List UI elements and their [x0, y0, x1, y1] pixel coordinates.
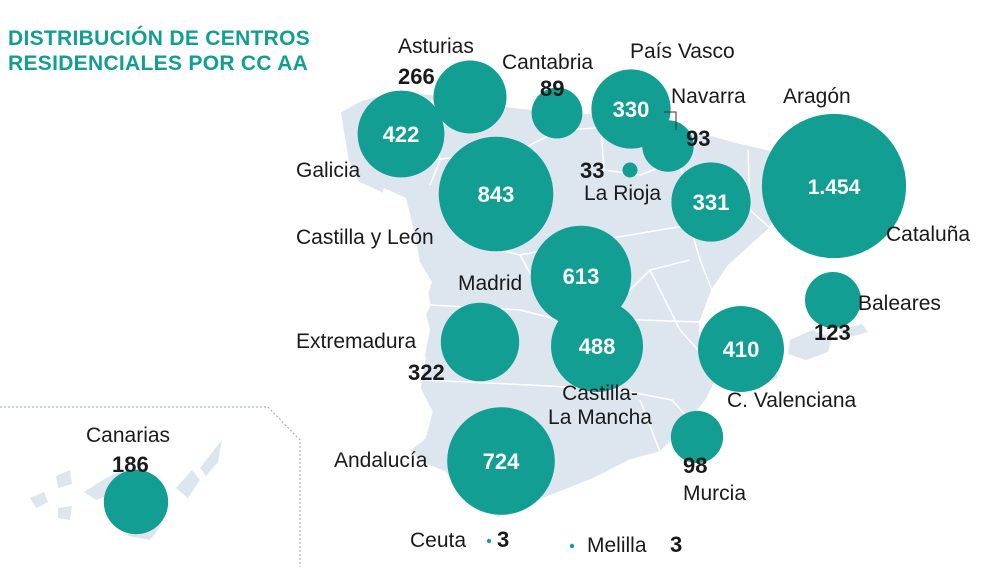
- name-label-castilla-la-mancha: Castilla-La Mancha: [548, 382, 652, 429]
- name-label-madrid: Madrid: [458, 272, 522, 295]
- bubble-valenciana: [698, 306, 784, 392]
- value-label-murcia: 98: [683, 453, 707, 478]
- bubble-melilla: [569, 543, 575, 549]
- bubble-canarias: [103, 469, 169, 535]
- name-label-extremadura: Extremadura: [296, 330, 417, 353]
- title-line-2: RESIDENCIALES POR CC AA: [8, 52, 309, 75]
- bubble-murcia: [670, 410, 724, 464]
- name-label-castilla-leon: Castilla y León: [296, 226, 434, 249]
- bubble-la-rioja: [622, 162, 638, 178]
- bubble-andalucia: [447, 407, 555, 515]
- value-label-pais-vasco: 330: [613, 97, 650, 122]
- map-title: DISTRIBUCIÓN DE CENTROS RESIDENCIALES PO…: [8, 26, 388, 76]
- bubble-ceuta: [486, 538, 492, 544]
- value-label-castilla-la-mancha: 488: [579, 334, 616, 359]
- value-label-navarra: 93: [686, 126, 710, 151]
- bubble-galicia: [357, 90, 445, 178]
- value-label-madrid: 613: [563, 264, 600, 289]
- name-label-andalucia: Andalucía: [334, 449, 428, 472]
- bubble-navarra: [642, 120, 694, 172]
- name-label-navarra: Navarra: [671, 85, 746, 108]
- island-mallorca: [788, 330, 832, 360]
- name-label-melilla: Melilla: [587, 534, 647, 557]
- name-label-canarias: Canarias: [86, 424, 170, 447]
- bubble-extremadura: [440, 302, 520, 382]
- title-line-1: DISTRIBUCIÓN DE CENTROS: [8, 27, 311, 50]
- name-label-asturias: Asturias: [398, 35, 474, 58]
- value-label-cataluna: 1.454: [808, 176, 861, 199]
- bubble-castilla-leon: [438, 136, 554, 252]
- leader-line-navarra: [664, 111, 677, 130]
- value-label-melilla: 3: [670, 532, 682, 557]
- bubble-cantabria: [531, 87, 583, 139]
- name-label-baleares: Baleares: [858, 292, 941, 315]
- bubble-aragon: [671, 162, 751, 242]
- name-label-cataluna: Cataluña: [886, 223, 970, 246]
- name-label-galicia: Galicia: [296, 159, 361, 182]
- value-label-valenciana: 410: [723, 337, 760, 362]
- value-label-asturias: 266: [398, 64, 435, 89]
- value-label-canarias: 186: [112, 452, 149, 477]
- value-label-castilla-leon: 843: [478, 182, 515, 207]
- value-label-cantabria: 89: [540, 76, 564, 101]
- value-label-extremadura: 322: [408, 360, 445, 385]
- bubble-asturias: [433, 60, 507, 134]
- island-menorca: [840, 324, 868, 338]
- portugal-gap: [366, 188, 432, 452]
- value-label-ceuta: 3: [497, 527, 509, 552]
- bubble-layer: [103, 60, 907, 549]
- bubble-baleares: [805, 272, 861, 328]
- name-label-ceuta: Ceuta: [410, 529, 466, 552]
- value-label-galicia: 422: [383, 122, 420, 147]
- name-label-valenciana: C. Valenciana: [727, 389, 857, 412]
- bubble-cataluna: [761, 113, 907, 259]
- name-label-murcia: Murcia: [683, 482, 746, 505]
- value-label-la-rioja: 33: [580, 158, 604, 183]
- value-label-aragon: 331: [693, 190, 730, 215]
- value-label-baleares: 123: [814, 320, 851, 345]
- name-label-cantabria: Cantabria: [502, 51, 593, 74]
- name-label-pais-vasco: País Vasco: [630, 40, 735, 63]
- value-label-andalucia: 724: [483, 449, 520, 474]
- canarias-inset-frame: [0, 406, 301, 567]
- name-label-la-rioja: La Rioja: [584, 182, 661, 205]
- bubble-castilla-la-mancha: [551, 300, 643, 392]
- name-label-aragon: Aragón: [783, 85, 851, 108]
